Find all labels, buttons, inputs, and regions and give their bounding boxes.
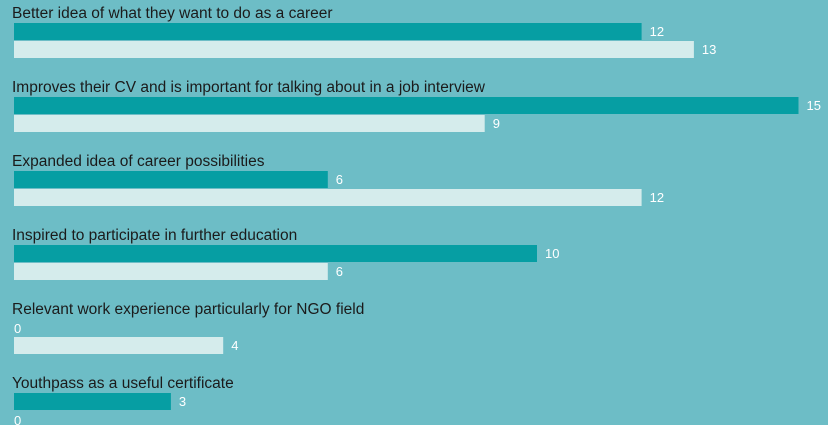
bar-series-1 [14,393,171,410]
value-label: 4 [231,338,238,353]
category-label: Inspired to participate in further educa… [12,227,297,244]
value-label: 12 [650,190,664,205]
category-label: Relevant work experience particularly fo… [12,301,364,318]
bar-series-1 [14,23,642,40]
bar-series-2 [14,263,328,280]
value-label: 6 [336,172,343,187]
value-label: 3 [179,394,186,409]
value-label: 6 [336,264,343,279]
value-label: 12 [650,24,664,39]
bar-series-2 [14,115,485,132]
bar-series-2 [14,41,694,58]
bar-series-2 [14,189,642,206]
bar-series-1 [14,245,537,262]
category-label: Better idea of what they want to do as a… [12,5,333,22]
value-label: 10 [545,246,559,261]
value-label: 0 [14,413,21,425]
value-label: 0 [14,321,21,336]
value-label: 9 [493,116,500,131]
bar-series-1 [14,171,328,188]
bar-series-2 [14,337,224,354]
category-label: Expanded idea of career possibilities [12,153,265,170]
bar-series-1 [14,97,799,114]
category-label: Improves their CV and is important for t… [12,79,486,96]
value-label: 15 [807,98,821,113]
value-label: 13 [702,42,716,57]
category-label: Youthpass as a useful certificate [12,375,234,392]
